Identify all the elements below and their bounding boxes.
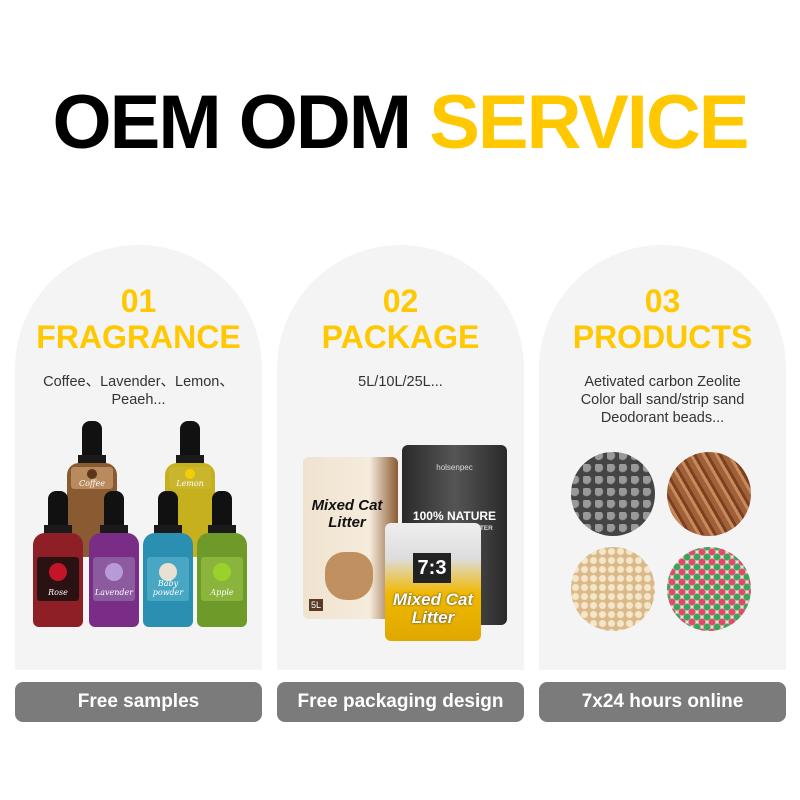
card-description: 5L/10L/25L... <box>358 374 443 390</box>
activated-carbon-image <box>571 452 655 536</box>
free-packaging-design-button[interactable]: Free packaging design <box>277 682 524 722</box>
package-bag-mixed: 7:3 Mixed Cat Litter <box>385 523 481 641</box>
tofu-sand-image <box>571 547 655 631</box>
card-description: Coffee、Lavender、Lemon、Peaeh... <box>43 374 234 408</box>
color-beads-image <box>667 547 751 631</box>
card-package: 02 PACKAGE 5L/10L/25L... holsenpec 100% … <box>277 245 524 670</box>
page-title: OEM ODM SERVICE <box>0 78 800 168</box>
card-heading: FRAGRANCE <box>36 319 241 355</box>
card-number: 01 <box>120 283 157 319</box>
card-number: 02 <box>382 283 419 319</box>
card-number: 03 <box>644 283 681 319</box>
hours-online-button[interactable]: 7x24 hours online <box>539 682 786 722</box>
card-fragrance: 01 FRAGRANCE Coffee、Lavender、Lemon、Peaeh… <box>15 245 262 670</box>
free-samples-button[interactable]: Free samples <box>15 682 262 722</box>
card-heading: PRODUCTS <box>572 319 753 355</box>
strip-sand-image <box>667 452 751 536</box>
title-black: OEM ODM <box>52 80 413 165</box>
card-heading: PACKAGE <box>321 319 480 355</box>
card-description: Aetivated carbon Zeolite Color ball sand… <box>580 374 745 426</box>
package-bag-kraft: Mixed Cat Litter 5L <box>303 457 398 619</box>
title-yellow: SERVICE <box>429 80 749 165</box>
card-products: 03 PRODUCTS Aetivated carbon Zeolite Col… <box>539 245 786 670</box>
